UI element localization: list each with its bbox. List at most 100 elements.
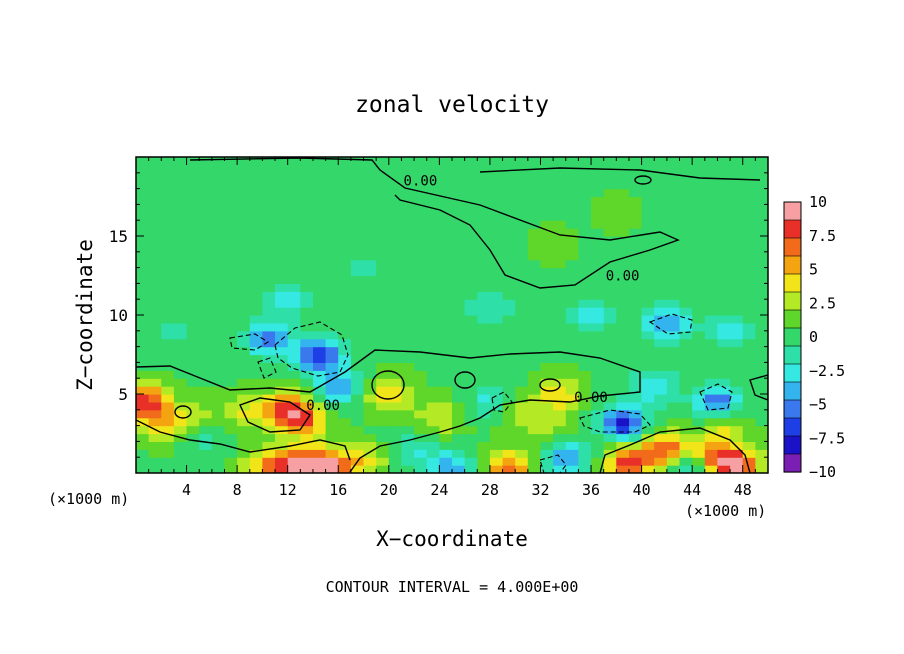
field-cell — [502, 346, 516, 356]
field-cell — [199, 204, 213, 213]
field-cell — [489, 338, 504, 348]
field-cell — [730, 212, 744, 221]
field-cell — [464, 378, 478, 387]
field-cell — [641, 401, 655, 411]
field-cell — [338, 283, 352, 292]
field-cell — [742, 212, 756, 221]
field-cell — [275, 212, 289, 221]
colorbar-swatch — [783, 327, 802, 347]
field-cell — [249, 172, 263, 182]
field-cell — [199, 441, 213, 450]
field-cell — [489, 180, 504, 190]
field-cell — [186, 394, 200, 403]
field-cell — [199, 449, 213, 458]
field-cell — [654, 370, 668, 379]
field-cell — [414, 449, 428, 458]
field-cell — [173, 394, 188, 403]
field-cell — [692, 275, 706, 284]
field-cell — [414, 457, 428, 466]
field-cell — [313, 275, 327, 284]
field-cell — [730, 251, 744, 261]
field-cell — [540, 330, 554, 340]
colorbar-tick-label: 7.5 — [809, 227, 836, 245]
x-tick-label: 12 — [279, 481, 297, 499]
field-cell — [704, 338, 718, 348]
x-tick-label: 44 — [683, 481, 701, 499]
field-cell — [401, 409, 415, 419]
field-cell — [704, 220, 718, 229]
field-cell — [704, 409, 718, 419]
field-cell — [742, 299, 756, 308]
field-cell — [287, 275, 301, 284]
field-cell — [666, 338, 681, 348]
field-cell — [350, 425, 365, 435]
field-cell — [591, 330, 605, 340]
field-cell — [591, 259, 605, 269]
field-cell — [161, 354, 175, 363]
field-cell — [629, 425, 643, 435]
field-cell — [704, 291, 718, 300]
field-cell — [211, 354, 225, 363]
field-cell — [287, 188, 301, 198]
field-cell — [224, 196, 238, 205]
field-cell — [173, 322, 188, 332]
field-cell — [641, 386, 655, 395]
field-cell — [275, 275, 289, 284]
field-cell — [515, 196, 529, 205]
field-cell — [553, 394, 567, 403]
field-cell — [742, 251, 756, 261]
field-cell — [755, 457, 768, 466]
field-cell — [186, 291, 200, 300]
field-cell — [603, 441, 617, 450]
field-cell — [629, 157, 643, 166]
field-cell — [654, 457, 668, 466]
field-cell — [300, 449, 314, 458]
field-cell — [464, 275, 478, 284]
field-cell — [388, 394, 402, 403]
colorbar-tick-label: 2.5 — [809, 294, 836, 312]
field-cell — [186, 433, 200, 442]
field-cell — [199, 172, 213, 182]
field-cell — [578, 267, 592, 277]
field-cell — [313, 220, 327, 229]
field-cell — [603, 228, 617, 237]
field-cell — [211, 204, 225, 213]
field-cell — [477, 346, 491, 356]
field-cell — [237, 338, 251, 348]
field-cell — [464, 338, 478, 348]
field-cell — [313, 196, 327, 205]
field-cell — [464, 465, 478, 473]
field-cell — [629, 315, 643, 324]
field-cell — [452, 465, 466, 473]
field-cell — [224, 378, 238, 387]
field-cell — [287, 394, 301, 403]
field-cell — [376, 378, 390, 387]
field-cell — [287, 251, 301, 261]
field-cell — [148, 465, 162, 473]
field-cell — [300, 251, 314, 261]
field-cell — [616, 465, 630, 473]
field-cell — [489, 370, 504, 379]
field-cell — [199, 188, 213, 198]
field-cell — [262, 188, 276, 198]
field-cell — [654, 417, 668, 427]
field-cell — [489, 346, 504, 356]
x-tick-label: 40 — [633, 481, 651, 499]
field-cell — [578, 188, 592, 198]
field-cell — [477, 465, 491, 473]
field-cell — [275, 251, 289, 261]
field-cell — [452, 322, 466, 332]
field-cell — [426, 291, 440, 300]
field-cell — [161, 283, 175, 292]
field-cell — [464, 204, 478, 213]
field-cell — [275, 394, 289, 403]
field-cell — [565, 386, 579, 395]
field-cell — [426, 180, 440, 190]
field-cell — [388, 259, 402, 269]
field-cell — [603, 370, 617, 379]
field-cell — [426, 267, 440, 277]
field-cell — [692, 441, 706, 450]
field-cell — [527, 330, 541, 340]
field-cell — [477, 172, 491, 182]
field-cell — [629, 307, 643, 316]
